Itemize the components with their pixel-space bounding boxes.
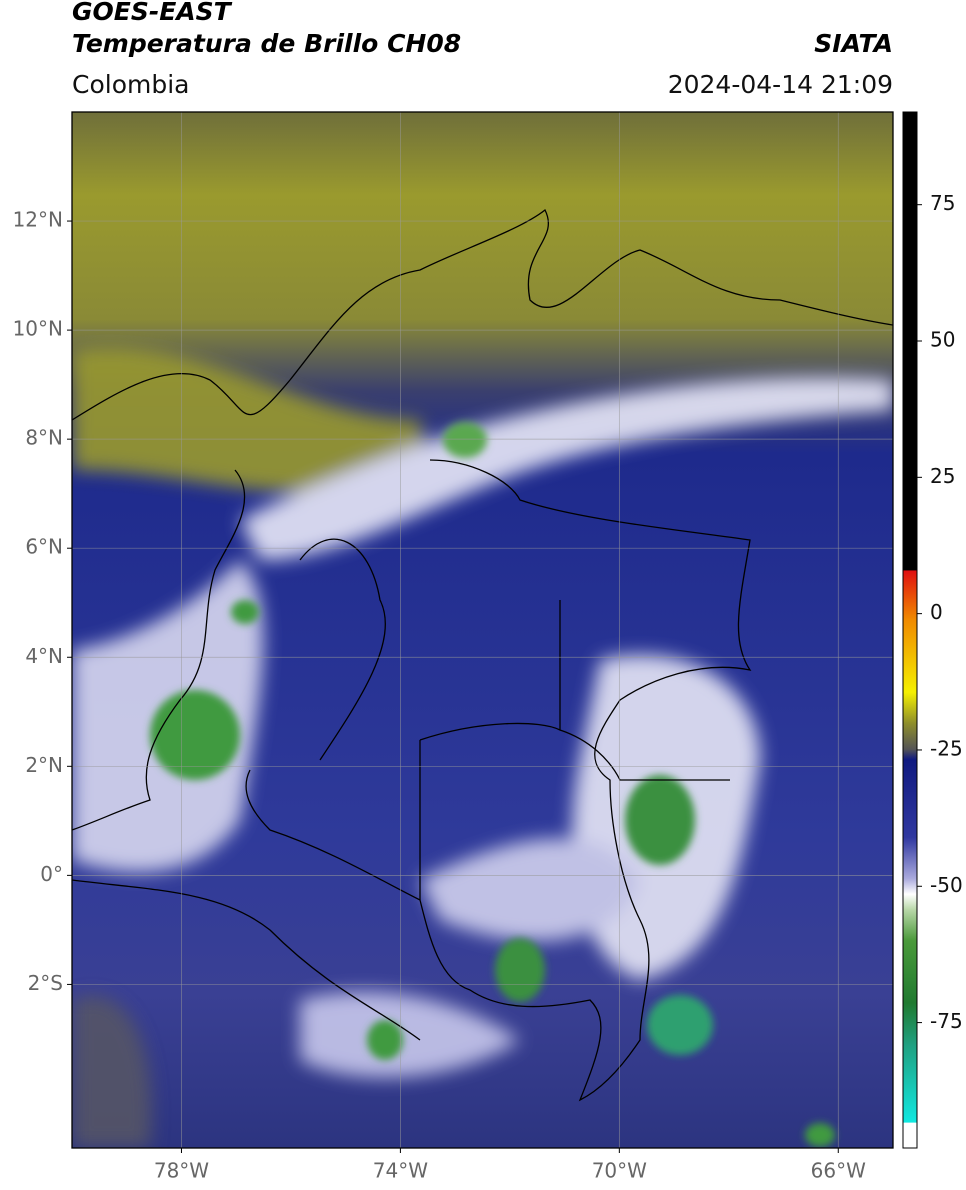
y-tick-label: 0° <box>40 862 63 886</box>
region: Colombia <box>72 70 189 99</box>
source: SIATA <box>814 29 893 58</box>
grid <box>72 112 893 1148</box>
map-frame <box>71 111 894 1149</box>
y-tick-label: 2°S <box>28 971 63 995</box>
colorbar-tick-label: 50 <box>930 328 955 352</box>
y-tick-label: 6°N <box>25 535 63 559</box>
y-tick-label: 8°N <box>25 426 63 450</box>
colorbar-tick-label: 75 <box>930 191 955 215</box>
colorbar-tick-label: 0 <box>930 600 943 624</box>
satellite-image <box>72 112 893 1148</box>
x-tick-label: 74°W <box>373 1159 428 1183</box>
x-tick-label: 70°W <box>592 1159 647 1183</box>
datetime: 2024-04-14 21:09 <box>668 70 893 99</box>
title: GOES-EAST <box>72 0 233 26</box>
colorbar-tick-label: -25 <box>930 736 963 760</box>
y-tick-label: 4°N <box>25 644 63 668</box>
colorbar-tick-label: 25 <box>930 464 955 488</box>
colorbar-tick-label: -50 <box>930 873 963 897</box>
colorbar <box>902 111 918 1149</box>
y-tick-label: 2°N <box>25 753 63 777</box>
y-tick-label: 12°N <box>13 208 63 232</box>
y-tick-label: 10°N <box>13 317 63 341</box>
subtitle: Temperatura de Brillo CH08 <box>72 29 461 58</box>
x-tick-label: 78°W <box>154 1159 209 1183</box>
x-tick-label: 66°W <box>811 1159 866 1183</box>
colorbar-tick-label: -75 <box>930 1009 963 1033</box>
